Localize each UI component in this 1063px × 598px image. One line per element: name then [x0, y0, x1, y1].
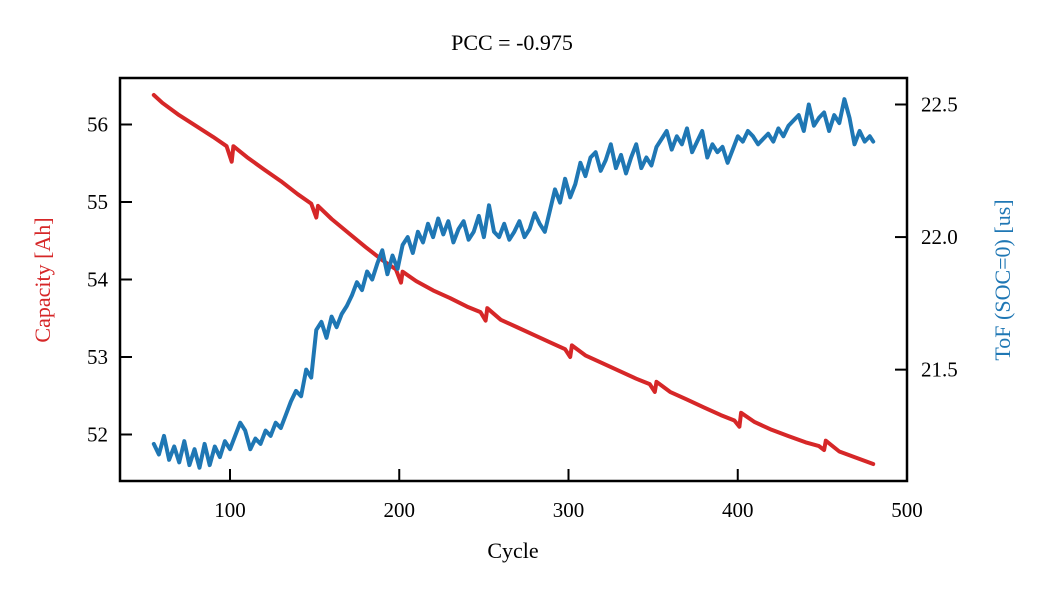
left-y-tick-label: 52	[87, 423, 108, 447]
x-tick-label: 200	[384, 498, 416, 522]
x-tick-label: 500	[891, 498, 923, 522]
left-y-tick-label: 54	[87, 268, 109, 292]
x-tick-label: 300	[553, 498, 585, 522]
right-y-axis-ticks: 21.5 22.0 22.5	[895, 93, 958, 382]
plot-area	[151, 93, 876, 470]
x-tick-label: 100	[214, 498, 246, 522]
right-y-tick-label: 22.0	[921, 225, 958, 249]
right-y-tick-label: 22.5	[921, 93, 958, 117]
right-y-tick-label: 21.5	[921, 358, 958, 382]
x-tick-label: 400	[722, 498, 754, 522]
capacity-series-line	[151, 93, 876, 466]
chart-title: PCC = -0.975	[451, 30, 573, 55]
left-y-tick-label: 53	[87, 345, 108, 369]
axes-frame	[118, 76, 909, 483]
left-y-tick-label: 56	[87, 113, 108, 137]
left-y-axis-label: Capacity [Ah]	[30, 217, 55, 342]
left-y-tick-label: 55	[87, 190, 108, 214]
tof-series-line	[151, 97, 876, 470]
x-axis-ticks: 100 200 300 400 500	[214, 469, 923, 522]
left-y-axis-ticks: 52 53 54 55 56	[87, 113, 132, 447]
x-axis-label: Cycle	[487, 538, 538, 563]
right-y-axis-label: ToF (SOC=0) [us]	[990, 199, 1015, 360]
